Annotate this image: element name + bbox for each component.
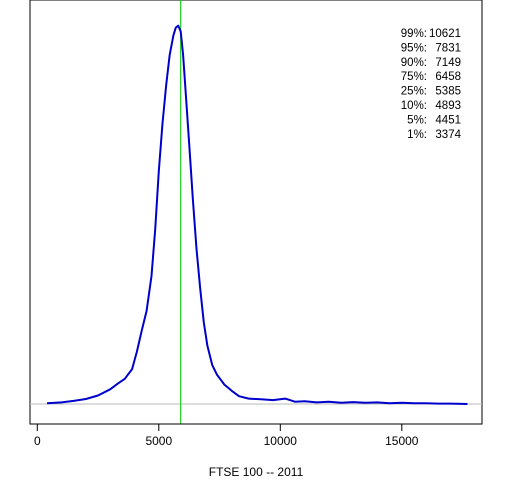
x-tick-label: 0 bbox=[34, 434, 41, 448]
quantile-label: 99%: bbox=[401, 28, 427, 40]
quantile-value: 4451 bbox=[435, 114, 461, 126]
x-tick-label: 15000 bbox=[385, 434, 419, 448]
quantile-value: 7149 bbox=[435, 57, 461, 69]
x-tick-label: 5000 bbox=[145, 434, 172, 448]
quantile-value: 6458 bbox=[435, 71, 461, 83]
quantile-label: 1%: bbox=[407, 129, 427, 141]
quantile-value: 4893 bbox=[435, 100, 461, 112]
quantile-label: 5%: bbox=[407, 114, 427, 126]
x-axis-label: FTSE 100 -- 2011 bbox=[209, 465, 304, 479]
quantile-value: 5385 bbox=[435, 86, 461, 98]
quantile-label: 10%: bbox=[401, 100, 427, 112]
density-line bbox=[46, 24, 468, 405]
quantile-value: 3374 bbox=[435, 129, 461, 141]
quantile-label: 95%: bbox=[401, 42, 427, 54]
quantile-value: 7831 bbox=[435, 42, 461, 54]
quantile-label: 75%: bbox=[401, 71, 427, 83]
quantile-value: 10621 bbox=[429, 28, 461, 40]
x-tick-label: 10000 bbox=[264, 434, 298, 448]
quantile-label: 25%: bbox=[401, 86, 427, 98]
quantile-label: 90%: bbox=[401, 57, 427, 69]
